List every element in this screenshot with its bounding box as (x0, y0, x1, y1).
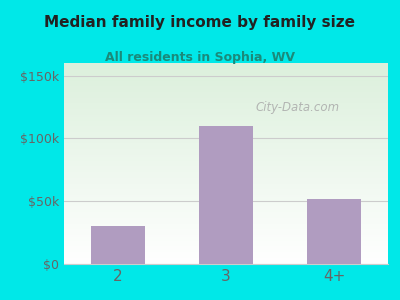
Bar (307, 199, 361, 264)
Text: City-Data.com: City-Data.com (255, 101, 339, 114)
Text: Median family income by family size: Median family income by family size (44, 15, 356, 30)
Bar (199, 126, 253, 264)
Text: All residents in Sophia, WV: All residents in Sophia, WV (105, 51, 295, 64)
Bar (91, 226, 145, 264)
